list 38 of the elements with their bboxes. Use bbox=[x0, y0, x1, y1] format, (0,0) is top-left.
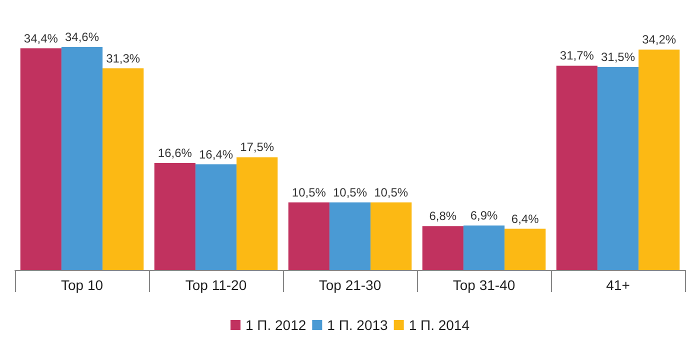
bar bbox=[422, 226, 464, 270]
bar bbox=[597, 66, 639, 270]
bar bbox=[288, 202, 330, 270]
data-label: 10,5% bbox=[374, 185, 408, 200]
data-label: 6,9% bbox=[470, 208, 498, 223]
bar bbox=[20, 48, 62, 270]
data-label: 6,8% bbox=[429, 209, 457, 224]
bar bbox=[370, 202, 412, 270]
legend-label: 1 П. 2012 bbox=[246, 317, 306, 333]
data-label: 10,5% bbox=[332, 185, 368, 200]
data-label: 31,7% bbox=[560, 48, 594, 63]
data-label: 31,5% bbox=[600, 50, 636, 64]
bar bbox=[463, 226, 505, 270]
bar bbox=[195, 164, 237, 270]
data-label: 6,4% bbox=[511, 212, 540, 226]
data-label: 34,4% bbox=[24, 31, 58, 46]
legend-label: 1 П. 2014 bbox=[408, 317, 470, 333]
data-label: 34,2% bbox=[642, 32, 676, 47]
x-tick-label: 41+ bbox=[606, 277, 630, 293]
data-label: 16,4% bbox=[198, 147, 234, 162]
data-label: 10,5% bbox=[292, 185, 326, 200]
bar bbox=[329, 202, 371, 270]
bar bbox=[504, 228, 546, 270]
data-label: 31,3% bbox=[106, 51, 140, 66]
bar bbox=[61, 47, 103, 270]
bar bbox=[236, 157, 278, 270]
x-tick-label: Top 10 bbox=[60, 277, 104, 293]
x-tick-label: Top 21-30 bbox=[318, 277, 382, 293]
bar bbox=[638, 50, 680, 270]
bar bbox=[556, 66, 598, 270]
x-tick-label: Top 31-40 bbox=[452, 277, 516, 293]
x-tick-label: Top 11-20 bbox=[185, 277, 247, 293]
data-label: 16,6% bbox=[158, 146, 192, 160]
legend-label: 1 П. 2013 bbox=[327, 317, 388, 333]
bar bbox=[154, 163, 196, 270]
data-label: 17,5% bbox=[240, 140, 274, 154]
data-label: 34,6% bbox=[64, 30, 100, 44]
bar bbox=[102, 68, 144, 270]
